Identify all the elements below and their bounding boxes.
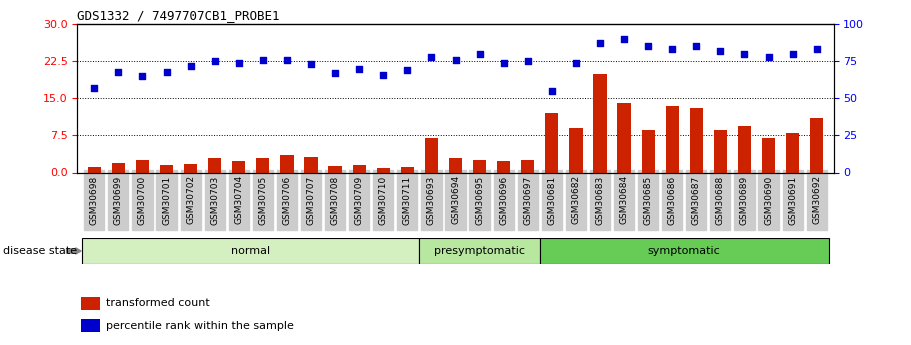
Text: normal: normal — [231, 246, 271, 256]
Point — [785, 51, 800, 57]
Bar — [256, 158, 270, 172]
Bar — [618, 103, 630, 172]
Point — [665, 47, 680, 52]
Bar — [497, 161, 510, 172]
Point — [617, 36, 631, 42]
Point — [280, 57, 294, 62]
Bar — [545, 113, 558, 172]
Text: disease state: disease state — [3, 246, 77, 256]
Bar — [810, 118, 824, 172]
Point — [135, 73, 149, 79]
Bar — [232, 161, 245, 172]
Text: percentile rank within the sample: percentile rank within the sample — [106, 321, 294, 331]
Point — [496, 60, 511, 66]
Bar — [473, 160, 486, 172]
Point — [208, 59, 222, 64]
Point — [87, 85, 102, 91]
Bar — [786, 133, 799, 172]
Point — [568, 60, 583, 66]
Point — [520, 59, 535, 64]
Point — [159, 69, 174, 75]
Point — [737, 51, 752, 57]
Point — [762, 54, 776, 60]
Bar — [713, 130, 727, 172]
Text: symptomatic: symptomatic — [648, 246, 721, 256]
Bar — [353, 165, 366, 172]
Bar — [184, 164, 198, 172]
Bar — [304, 157, 318, 172]
Point — [111, 69, 126, 75]
Bar — [87, 167, 101, 172]
Bar — [641, 130, 655, 172]
Point — [545, 88, 559, 94]
Point — [640, 44, 655, 49]
Text: transformed count: transformed count — [106, 298, 210, 308]
Point — [689, 44, 703, 49]
Point — [256, 57, 271, 62]
Point — [472, 51, 486, 57]
Bar — [136, 160, 149, 172]
Bar — [569, 128, 582, 172]
Bar — [208, 158, 221, 172]
Point — [809, 47, 824, 52]
Point — [352, 66, 366, 71]
Bar — [762, 138, 775, 172]
Bar — [666, 106, 679, 172]
Bar — [81, 296, 100, 310]
Point — [231, 60, 246, 66]
Bar — [738, 126, 751, 172]
Bar — [419, 238, 540, 264]
Bar — [449, 158, 462, 172]
Bar — [540, 238, 829, 264]
Bar — [521, 160, 535, 172]
Point — [713, 48, 728, 53]
Bar — [329, 166, 342, 172]
Bar — [690, 108, 703, 172]
Point — [303, 61, 318, 67]
Point — [448, 57, 463, 62]
Bar — [401, 167, 414, 172]
Bar — [281, 155, 293, 172]
Point — [376, 72, 391, 77]
Text: presymptomatic: presymptomatic — [434, 246, 525, 256]
Bar — [160, 165, 173, 172]
Bar — [593, 73, 607, 172]
Text: GDS1332 / 7497707CB1_PROBE1: GDS1332 / 7497707CB1_PROBE1 — [77, 9, 280, 22]
Point — [400, 67, 415, 73]
Point — [328, 70, 343, 76]
Bar — [81, 319, 100, 333]
Point — [425, 54, 439, 60]
Point — [183, 63, 198, 68]
Bar — [82, 238, 419, 264]
Point — [593, 41, 608, 46]
Bar — [376, 168, 390, 172]
Bar — [112, 162, 125, 172]
Bar — [425, 138, 438, 172]
